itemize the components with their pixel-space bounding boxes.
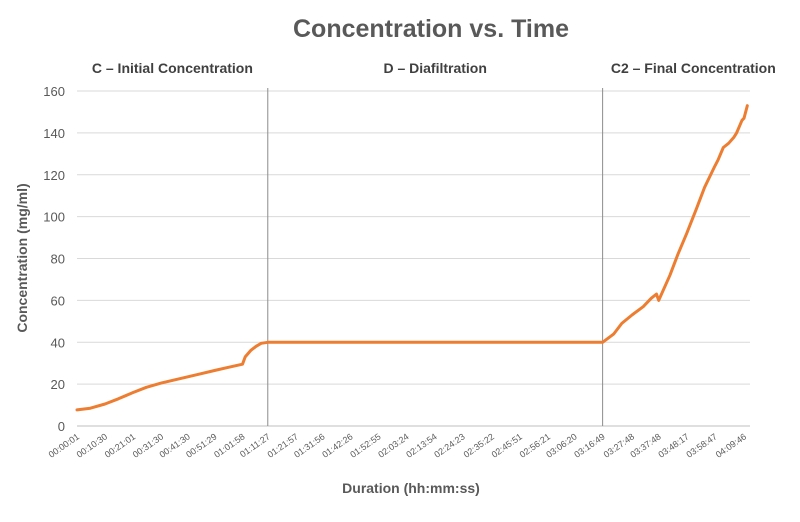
x-tick-label: 03:37:48	[628, 431, 662, 459]
x-axis-ticks: 00:00:0100:10:3000:21:0100:31:3000:41:30…	[47, 431, 748, 459]
phase-dividers	[267, 88, 604, 426]
x-tick-label: 02:03:24	[376, 431, 410, 459]
y-tick-label: 100	[43, 210, 65, 225]
y-tick-label: 20	[51, 377, 65, 392]
chart-title: Concentration vs. Time	[293, 15, 569, 43]
x-tick-label: 02:35:22	[462, 431, 496, 459]
y-tick-label: 60	[51, 293, 65, 308]
phase-label: C2 – Final Concentration	[611, 60, 776, 76]
x-tick-label: 00:51:29	[184, 431, 218, 459]
x-tick-label: 00:10:30	[75, 431, 109, 459]
x-tick-label: 01:31:56	[292, 431, 326, 459]
y-axis-title: Concentration (mg/ml)	[14, 183, 30, 332]
phase-label: D – Diafiltration	[383, 60, 486, 76]
gridlines	[77, 90, 750, 427]
y-tick-label: 160	[43, 84, 65, 99]
x-tick-label: 03:58:47	[684, 431, 718, 459]
y-tick-label: 140	[43, 126, 65, 141]
x-tick-label: 03:06:20	[544, 431, 578, 459]
series-line	[75, 104, 749, 412]
series-lines	[75, 104, 749, 412]
x-axis-title: Duration (hh:mm:ss)	[342, 480, 480, 496]
x-tick-label: 03:16:49	[572, 431, 606, 459]
phase-labels: C – Initial Concentration D – Diafiltrati…	[92, 60, 776, 76]
x-tick-label: 02:13:54	[404, 431, 438, 459]
x-tick-label: 01:52:55	[348, 431, 382, 459]
y-tick-label: 40	[51, 335, 65, 350]
x-tick-label: 02:24:23	[432, 431, 466, 459]
phase-label: C – Initial Concentration	[92, 60, 253, 76]
x-tick-label: 03:48:17	[656, 431, 690, 459]
y-tick-label: 120	[43, 168, 65, 183]
y-tick-label: 0	[58, 419, 65, 434]
y-axis-ticks: 0 20 40 60 80 100 120 140 160	[43, 84, 65, 434]
x-tick-label: 01:42:26	[320, 431, 354, 459]
y-tick-label: 80	[51, 252, 65, 267]
x-tick-label: 04:09:46	[714, 431, 748, 459]
x-tick-label: 02:45:51	[490, 431, 524, 459]
x-tick-label: 00:21:01	[103, 431, 137, 459]
x-tick-label: 00:00:01	[47, 431, 81, 459]
